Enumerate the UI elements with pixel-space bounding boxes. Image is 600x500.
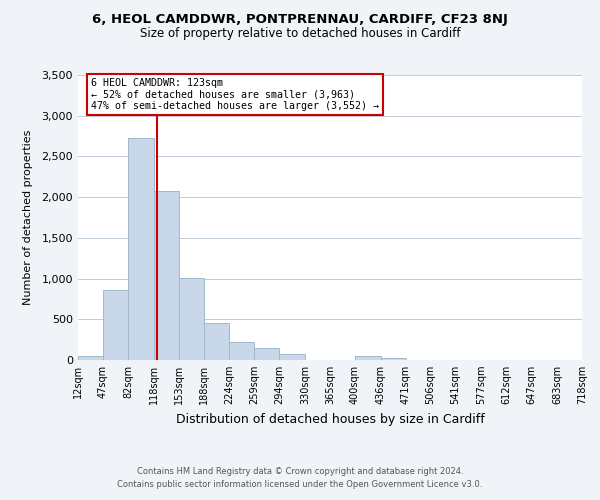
- Y-axis label: Number of detached properties: Number of detached properties: [23, 130, 33, 305]
- Bar: [103, 290, 128, 360]
- Bar: [355, 356, 380, 360]
- Text: Contains HM Land Registry data © Crown copyright and database right 2024.: Contains HM Land Registry data © Crown c…: [137, 467, 463, 476]
- Text: 6, HEOL CAMDDWR, PONTPRENNAU, CARDIFF, CF23 8NJ: 6, HEOL CAMDDWR, PONTPRENNAU, CARDIFF, C…: [92, 12, 508, 26]
- Bar: [78, 356, 103, 360]
- Bar: [154, 190, 179, 360]
- Text: 6 HEOL CAMDDWR: 123sqm
← 52% of detached houses are smaller (3,963)
47% of semi-: 6 HEOL CAMDDWR: 123sqm ← 52% of detached…: [91, 78, 379, 111]
- Bar: [380, 358, 406, 360]
- Text: Size of property relative to detached houses in Cardiff: Size of property relative to detached ho…: [140, 28, 460, 40]
- Bar: [128, 138, 154, 360]
- Text: Contains public sector information licensed under the Open Government Licence v3: Contains public sector information licen…: [118, 480, 482, 489]
- Bar: [229, 342, 254, 360]
- X-axis label: Distribution of detached houses by size in Cardiff: Distribution of detached houses by size …: [176, 412, 484, 426]
- Bar: [280, 354, 305, 360]
- Bar: [203, 323, 229, 360]
- Bar: [179, 278, 203, 360]
- Bar: [254, 348, 280, 360]
